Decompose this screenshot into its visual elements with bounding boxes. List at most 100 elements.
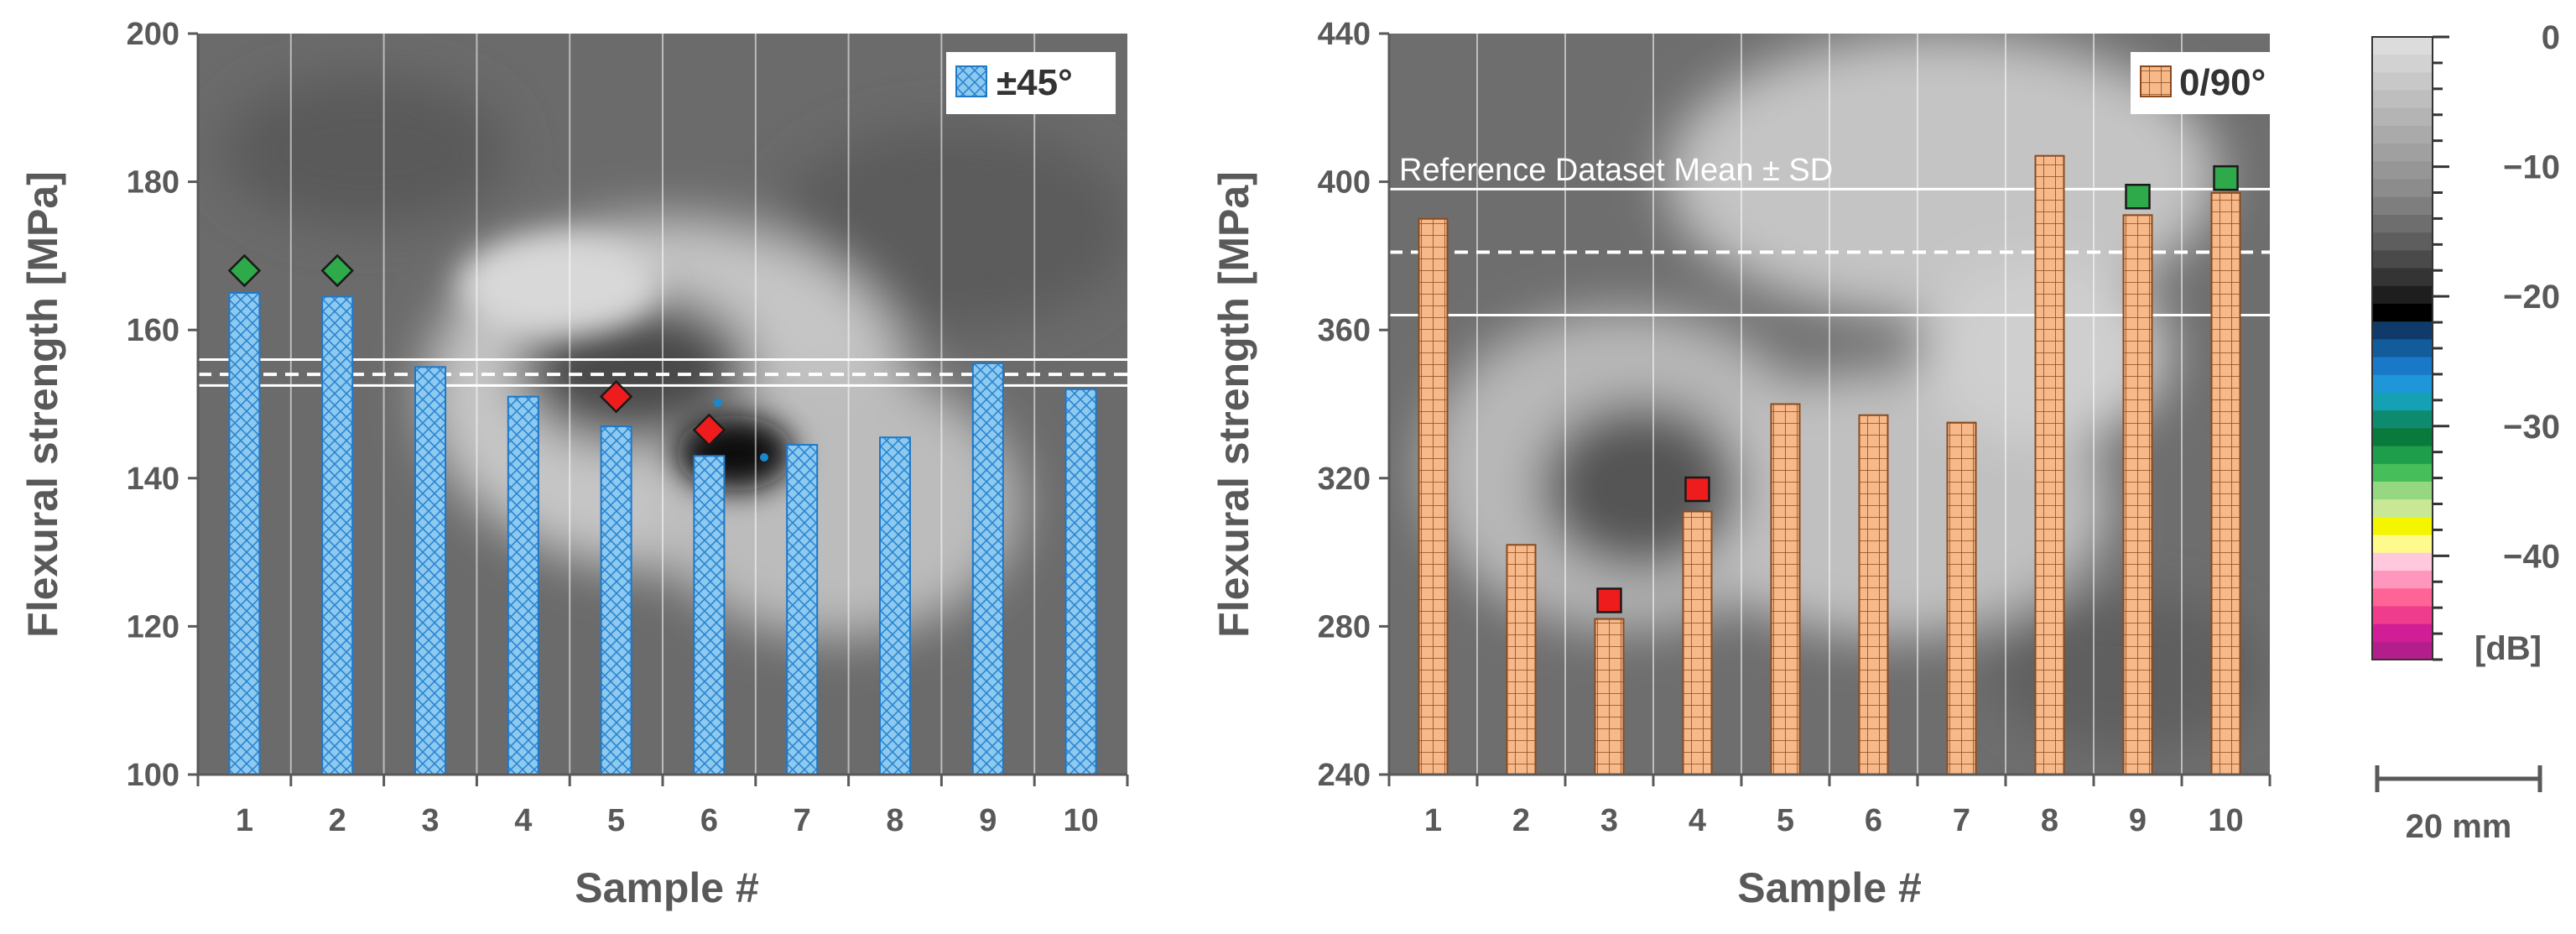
colorbar-unit: [dB] [2475, 630, 2542, 667]
colorbar-cell [2372, 90, 2433, 109]
colorbar-cell [2372, 428, 2433, 447]
colorbar-tick-label: −30 [2503, 409, 2560, 446]
colorbar-cell [2372, 37, 2433, 55]
bar-sample-7 [1946, 421, 1977, 775]
bar-sample-3 [1594, 618, 1625, 775]
colorbar-cell [2372, 250, 2433, 269]
colorbar-cell [2372, 624, 2433, 643]
x-tick-label: 5 [1777, 803, 1794, 838]
x-tick-label: 8 [2041, 803, 2058, 838]
colorbar: 0 −10 −20 −30 −40 [dB] [2371, 19, 2560, 667]
bar-sample-6 [693, 455, 726, 775]
left-y-axis-title: Flexural strength [MPa] [19, 171, 66, 638]
colorbar-cell [2372, 606, 2433, 625]
colorbar-cell [2372, 357, 2433, 376]
colorbar-tick-label: −20 [2503, 279, 2560, 316]
colorbar-cell [2372, 499, 2433, 518]
colorbar-cell [2372, 393, 2433, 411]
x-tick-label: 9 [979, 803, 997, 838]
bar-sample-10 [1064, 388, 1097, 775]
marker-square-sample-3 [1596, 587, 1622, 613]
colorbar-cell [2372, 641, 2433, 660]
colorbar-cell [2372, 196, 2433, 216]
marker-square-sample-4 [1684, 476, 1710, 503]
colorbar-cell [2372, 232, 2433, 251]
x-tick-label: 4 [1689, 803, 1706, 838]
y-tick-label: 120 [127, 609, 180, 644]
x-tick-label: 10 [2208, 803, 2243, 838]
bar-sample-2 [1506, 544, 1537, 776]
x-tick-label: 3 [1600, 803, 1618, 838]
y-tick-label: 280 [1318, 609, 1371, 644]
marker-square-sample-9 [2125, 184, 2151, 210]
x-tick-label: 6 [700, 803, 718, 838]
scale-bar-label: 20 mm [2406, 808, 2512, 845]
right-y-axis-title: Flexural strength [MPa] [1210, 171, 1257, 638]
colorbar-cell [2372, 410, 2433, 429]
right-legend-swatch [2140, 65, 2172, 97]
x-tick-label: 4 [514, 803, 532, 838]
y-tick-label: 180 [127, 165, 180, 201]
x-tick-label: 7 [1953, 803, 1970, 838]
y-tick-label: 160 [127, 313, 180, 348]
marker-diamond-sample-6 [692, 413, 726, 447]
y-tick-label: 440 [1318, 17, 1371, 52]
colorbar-cell [2372, 571, 2433, 589]
colorbar-cell [2372, 285, 2433, 305]
colorbar-cell [2372, 463, 2433, 483]
x-tick-label: 2 [1512, 803, 1530, 838]
colorbar-tick-label: −10 [2503, 149, 2560, 186]
bar-sample-3 [414, 366, 446, 775]
x-tick-label: 2 [329, 803, 346, 838]
x-tick-label: 6 [1865, 803, 1882, 838]
bar-sample-7 [786, 444, 819, 775]
colorbar-cell [2372, 107, 2433, 127]
colorbar-cell [2372, 179, 2433, 198]
marker-diamond-sample-2 [320, 253, 354, 288]
y-tick-label: 200 [127, 17, 180, 52]
colorbar-cell [2372, 55, 2433, 73]
marker-diamond-sample-5 [599, 379, 633, 414]
colorbar-cell [2372, 446, 2433, 465]
right-x-axis-title: Sample # [1737, 864, 1922, 911]
reference-dataset-label: Reference Dataset Mean ± SD [1399, 153, 1833, 188]
bar-sample-4 [507, 395, 539, 775]
left-legend-swatch [955, 65, 987, 97]
bar-sample-9 [971, 362, 1004, 775]
y-tick-label: 400 [1318, 165, 1371, 201]
colorbar-cell [2372, 588, 2433, 607]
y-tick-label: 140 [127, 462, 180, 497]
bar-sample-6 [1858, 414, 1889, 775]
bar-sample-8 [2034, 154, 2065, 775]
colorbar-cell [2372, 552, 2433, 571]
bar-sample-5 [1770, 403, 1801, 775]
x-tick-label: 1 [236, 803, 253, 838]
colorbar-cell [2372, 517, 2433, 536]
bar-sample-5 [600, 425, 632, 775]
x-tick-label: 1 [1424, 803, 1442, 838]
bar-sample-9 [2122, 214, 2153, 775]
x-tick-label: 9 [2129, 803, 2147, 838]
x-tick-label: 7 [794, 803, 811, 838]
marker-square-sample-10 [2213, 164, 2239, 191]
colorbar-cell [2372, 339, 2433, 358]
right-legend-label: 0/90° [2179, 62, 2266, 103]
bar-sample-2 [321, 295, 354, 775]
colorbar-cell [2372, 215, 2433, 233]
colorbar-cell [2372, 268, 2433, 287]
colorbar-cell [2372, 126, 2433, 144]
colorbar-tick-label: 0 [2542, 19, 2560, 56]
colorbar-cell [2372, 321, 2433, 340]
right-chart: Reference Dataset Mean ± SD 240 280 320 3 6 0… [1210, 17, 2310, 911]
marker-diamond-sample-1 [227, 253, 262, 288]
left-x-axis-title: Sample # [575, 864, 759, 911]
x-tick-label: 3 [421, 803, 439, 838]
colorbar-cell [2372, 304, 2433, 322]
y-tick-label: 100 [127, 758, 180, 793]
x-tick-label: 8 [886, 803, 903, 838]
colorbar-tick-label: −40 [2503, 538, 2560, 575]
y-tick-label: 320 [1318, 462, 1371, 497]
y-tick-label: 240 [1318, 758, 1371, 793]
